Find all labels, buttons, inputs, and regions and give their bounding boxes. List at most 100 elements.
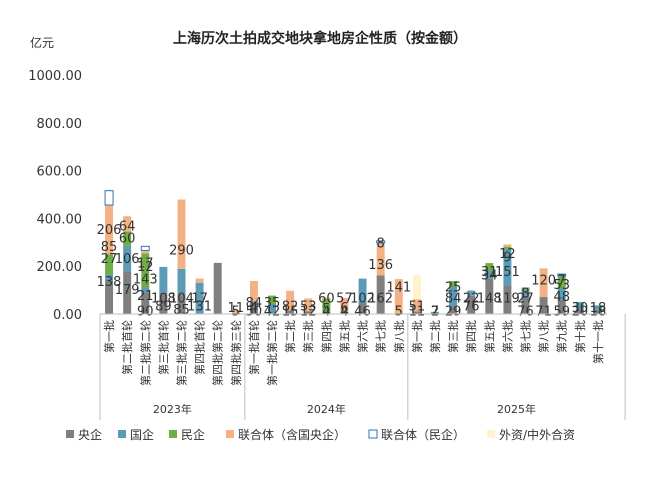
bar-segment-jv_private: [557, 273, 567, 277]
x-category-label: 第三批首轮: [156, 320, 170, 375]
data-label: 51: [409, 300, 426, 315]
y-tick-label: 800.00: [37, 117, 83, 132]
bar-segment-central: [503, 285, 512, 314]
legend-label-foreign: 外资/中外合资: [499, 427, 575, 442]
data-label: 53: [300, 300, 317, 315]
bar-segment-central: [575, 309, 584, 314]
data-label: 5: [395, 304, 403, 319]
legend-label-private: 民企: [181, 427, 205, 442]
data-label: 102: [350, 291, 375, 306]
legend-swatch-state: [118, 430, 126, 438]
data-label: 4: [322, 304, 330, 319]
data-label: 20: [572, 304, 589, 319]
bar-segment-private: [268, 295, 277, 304]
x-category-label: 第一批第二轮: [265, 320, 279, 386]
data-label: 136: [368, 258, 393, 273]
data-label: 138: [97, 275, 122, 290]
y-tick-label: 600.00: [37, 165, 83, 180]
legend-swatch-private: [169, 430, 177, 438]
y-axis-ticks: 0.00 200.00 400.00 600.00 800.00 1000.00: [28, 69, 82, 323]
data-label: 8: [377, 236, 385, 251]
legend-swatch-jv_central: [226, 430, 234, 438]
data-label: 290: [169, 243, 194, 258]
bar-segment-private: [521, 287, 530, 290]
bar-segment-central: [141, 292, 150, 314]
data-label: 141: [386, 281, 411, 296]
x-category-label: 第一批: [102, 320, 116, 353]
data-label: 35: [264, 296, 281, 311]
bar-segment-state: [159, 266, 168, 293]
bar-segment-jv_central: [177, 199, 186, 269]
x-category-label: 第八批: [537, 320, 551, 353]
x-axis-categories: 第一批 第二批首轮 第二批第二轮 第三批首轮 第三批第二轮 第四批首轮 第四批第二轮 第四批第…: [102, 320, 605, 386]
bar-segment-private: [394, 312, 403, 314]
data-label: 76: [517, 304, 534, 319]
x-category-label: 第五批: [337, 320, 351, 353]
data-label: 31: [481, 265, 498, 280]
bar-segment-jv_central: [231, 310, 240, 313]
x-category-label: 第八批: [392, 320, 406, 353]
bar-segment-jv_central: [340, 297, 349, 312]
bar-segment-central: [105, 281, 114, 314]
data-label: 30: [572, 301, 589, 316]
x-category-label: 第七批: [519, 320, 533, 353]
bar-segment-private: [503, 246, 512, 250]
data-label: 119: [495, 291, 520, 306]
x-category-label: 第六批: [500, 320, 514, 353]
year-group-label: 2025年: [497, 402, 536, 416]
chart-title: 上海历次土拍成交地块拿地房企性质（按金额）: [173, 30, 467, 47]
bar-segment-jv_central: [394, 279, 403, 313]
data-label: 148: [477, 291, 502, 306]
data-label: 7: [431, 304, 439, 319]
data-label: 4: [340, 304, 348, 319]
bar-segment-state: [467, 290, 476, 296]
bar-segment-central: [557, 299, 566, 314]
data-label: 9: [503, 251, 511, 266]
bar-segment-jv_central: [503, 244, 512, 247]
bar-segment-central: [358, 303, 367, 314]
data-label: 8: [521, 286, 529, 301]
x-category-label: 第一批首轮: [247, 320, 261, 375]
data-label: 4: [250, 301, 258, 316]
x-category-label: 第四批第三轮: [229, 320, 243, 386]
bar-segment-central: [123, 271, 132, 314]
bar-segment-jv_central: [105, 205, 114, 255]
bar-segment-central: [521, 295, 530, 314]
bar-segment-private: [322, 298, 331, 314]
data-label: 11: [409, 304, 426, 319]
bar-segment-jv_private: [140, 245, 150, 251]
data-label: 5: [322, 302, 330, 317]
bar-segment-state: [557, 288, 566, 300]
bar-segment-state: [485, 270, 494, 279]
bar-segment-jv_central: [304, 298, 313, 312]
data-label: 12: [499, 247, 516, 262]
data-label: 84: [246, 296, 263, 311]
bar-segment-central: [231, 312, 240, 314]
legend-label-jv_central: 联合体（含国央企）: [238, 427, 346, 442]
data-label: 27: [517, 291, 534, 306]
data-label: 89: [155, 300, 172, 315]
data-label: 179: [115, 283, 140, 298]
x-category-label: 第七批: [374, 320, 388, 353]
x-category-label: 第四批: [464, 320, 478, 353]
bar-segment-jv_central: [249, 281, 258, 302]
data-label: 34: [481, 269, 498, 284]
data-label: 106: [115, 252, 140, 267]
bar-segment-central: [159, 292, 168, 314]
bar-segment-jv_central: [141, 250, 150, 254]
x-category-label: 第十一批: [591, 320, 605, 364]
x-category-label: 第二批: [428, 320, 442, 353]
x-category-label: 第三批: [446, 320, 460, 353]
year-group-label: 2024年: [307, 402, 346, 416]
bar-segment-jv_central: [322, 297, 331, 299]
data-label: 7: [558, 273, 566, 288]
x-category-label: 第四批第二轮: [211, 320, 225, 386]
data-label: 104: [169, 291, 194, 306]
data-label: 53: [553, 278, 570, 293]
bar-segment-jv_central: [123, 216, 132, 232]
legend: 央企 国企 民企 联合体（含国央企） 联合体（民企） 外资/中外合资: [66, 427, 575, 442]
data-label: 25: [445, 281, 462, 296]
legend-label-central: 央企: [78, 427, 102, 442]
x-category-label: 第十批: [573, 320, 587, 353]
